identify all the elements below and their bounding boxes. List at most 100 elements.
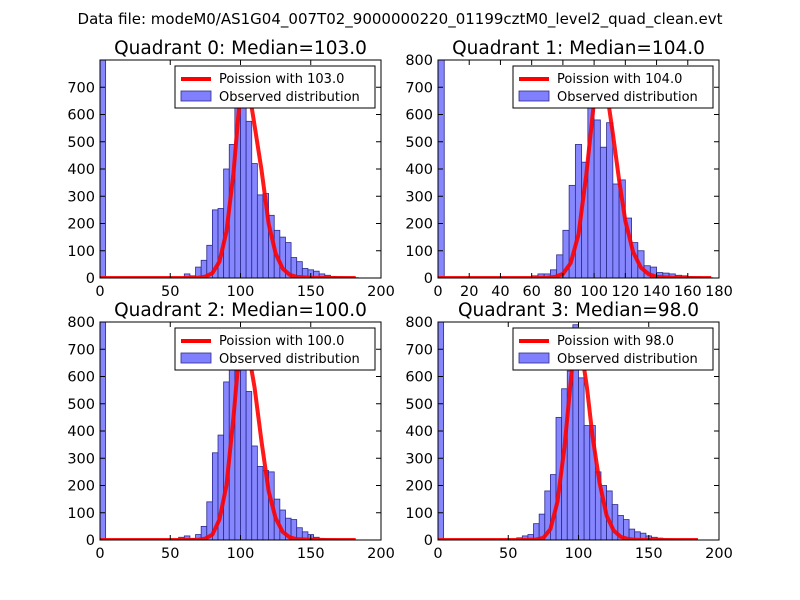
x-tick-label: 40 [491, 284, 509, 300]
y-tick-label: 400 [405, 424, 433, 440]
y-tick-label: 0 [424, 533, 433, 549]
histogram-bar [606, 122, 614, 278]
y-tick-label: 100 [67, 244, 95, 260]
legend-label-observed: Observed distribution [219, 352, 360, 367]
x-tick-label: 50 [161, 546, 179, 562]
histogram-bar [593, 119, 601, 278]
x-tick-label: 50 [161, 284, 179, 300]
legend-label-poisson: Poission with 103.0 [219, 72, 344, 87]
y-tick-label: 200 [405, 479, 433, 495]
y-tick-label: 100 [67, 506, 95, 522]
y-tick-label: 500 [67, 135, 95, 151]
x-tick-label: 80 [554, 284, 572, 300]
legend-label-observed: Observed distribution [219, 90, 360, 105]
x-tick-label: 60 [522, 284, 540, 300]
legend-bar-swatch [180, 352, 212, 364]
y-tick-label: 400 [67, 162, 95, 178]
histogram-bar [256, 194, 264, 278]
subplot-quadrant-3: 0 50 100 150 200 0 100 200 300 400 500 600 700 800 Qua… [405, 300, 733, 562]
x-tick-label: 140 [643, 284, 671, 300]
y-tick-label: 400 [67, 424, 95, 440]
x-tick-label: 200 [367, 546, 395, 562]
y-tick-label: 700 [405, 342, 433, 358]
histogram-bar [599, 146, 607, 278]
x-tick-label: 200 [705, 546, 733, 562]
y-tick-label: 700 [67, 80, 95, 96]
y-tick-label: 0 [86, 271, 95, 287]
x-tick-label: 150 [635, 546, 663, 562]
x-tick-label: 0 [95, 284, 104, 300]
y-tick-label: 500 [405, 135, 433, 151]
y-tick-label: 800 [67, 315, 95, 331]
y-tick-label: 800 [405, 53, 433, 69]
legend: Poission with 100.0 Observed distribution [174, 327, 376, 371]
histogram-bar [583, 425, 591, 540]
y-tick-label: 300 [67, 451, 95, 467]
x-tick-label: 0 [95, 546, 104, 562]
y-tick-label: 200 [405, 217, 433, 233]
y-tick-label: 400 [405, 162, 433, 178]
y-tick-label: 600 [67, 370, 95, 386]
x-tick-label: 160 [674, 284, 702, 300]
y-tick-label: 600 [405, 108, 433, 124]
y-tick-label: 300 [67, 189, 95, 205]
x-tick-label: 120 [611, 284, 639, 300]
y-tick-label: 700 [405, 80, 433, 96]
legend-label-poisson: Poission with 98.0 [557, 334, 674, 349]
y-tick-label: 0 [86, 533, 95, 549]
legend-bar-swatch [180, 90, 212, 102]
x-tick-label: 0 [433, 546, 442, 562]
x-tick-label: 50 [499, 546, 517, 562]
subplot-title: Quadrant 1: Median=104.0 [452, 38, 705, 59]
subplot-grid: 0 50 100 150 2000100200300400500600700Quadra… [67, 38, 733, 562]
y-tick-label: 200 [67, 217, 95, 233]
x-tick-label: 20 [460, 284, 478, 300]
legend: Poission with 103.0 Observed distribution [174, 65, 376, 109]
y-tick-label: 500 [67, 397, 95, 413]
y-tick-label: 700 [67, 342, 95, 358]
legend-label-poisson: Poission with 100.0 [219, 334, 344, 349]
subplot-quadrant-1: 0 20 40 60 80 100 120 140 160 1800100200300400500… [405, 38, 733, 300]
x-tick-label: 200 [367, 284, 395, 300]
y-tick-label: 500 [405, 397, 433, 413]
subplot-title: Quadrant 3: Median=98.0 [458, 300, 699, 321]
legend-bar-swatch [518, 90, 550, 102]
y-tick-label: 300 [405, 189, 433, 205]
y-tick-label: 0 [424, 271, 433, 287]
x-tick-label: 100 [580, 284, 608, 300]
y-tick-label: 100 [405, 244, 433, 260]
legend-label-poisson: Poission with 104.0 [557, 72, 682, 87]
subplot-title: Quadrant 2: Median=100.0 [114, 300, 367, 321]
histogram-bar [578, 377, 585, 540]
y-tick-label: 600 [405, 370, 433, 386]
y-tick-label: 100 [405, 506, 433, 522]
subplot-quadrant-2: 0 50 100 150 200 0 100 200 300 400 500 600 700 800 Qua… [67, 300, 395, 562]
subplot-quadrant-0: 0 50 100 150 200 0 100 200 300 400 500 600 700 Quadra… [67, 38, 395, 300]
figure-suptitle: Data file: modeM0/AS1G04_007T02_90000002… [78, 10, 723, 29]
legend: Poission with 104.0 Observed distribution [512, 65, 714, 109]
x-tick-label: 0 [433, 284, 442, 300]
histogram-bar [251, 445, 258, 540]
histogram-bar [251, 163, 258, 278]
legend-bar-swatch [518, 352, 550, 364]
histogram-bar [245, 120, 253, 278]
x-tick-label: 150 [297, 546, 325, 562]
legend-label-observed: Observed distribution [557, 352, 698, 367]
histogram-bar [245, 391, 253, 540]
legend-box [512, 327, 714, 371]
histogram-bar [256, 466, 264, 540]
x-tick-label: 100 [227, 546, 255, 562]
x-tick-label: 150 [297, 284, 325, 300]
x-tick-label: 100 [227, 284, 255, 300]
y-tick-label: 600 [67, 108, 95, 124]
legend-label-observed: Observed distribution [557, 90, 698, 105]
x-tick-label: 100 [565, 546, 593, 562]
y-tick-label: 800 [405, 315, 433, 331]
y-tick-label: 200 [67, 479, 95, 495]
legend: Poission with 98.0 Observed distribution [512, 327, 714, 371]
y-tick-label: 300 [405, 451, 433, 467]
subplot-title: Quadrant 0: Median=103.0 [114, 38, 367, 59]
histogram-bar [612, 183, 620, 278]
x-tick-label: 180 [705, 284, 733, 300]
